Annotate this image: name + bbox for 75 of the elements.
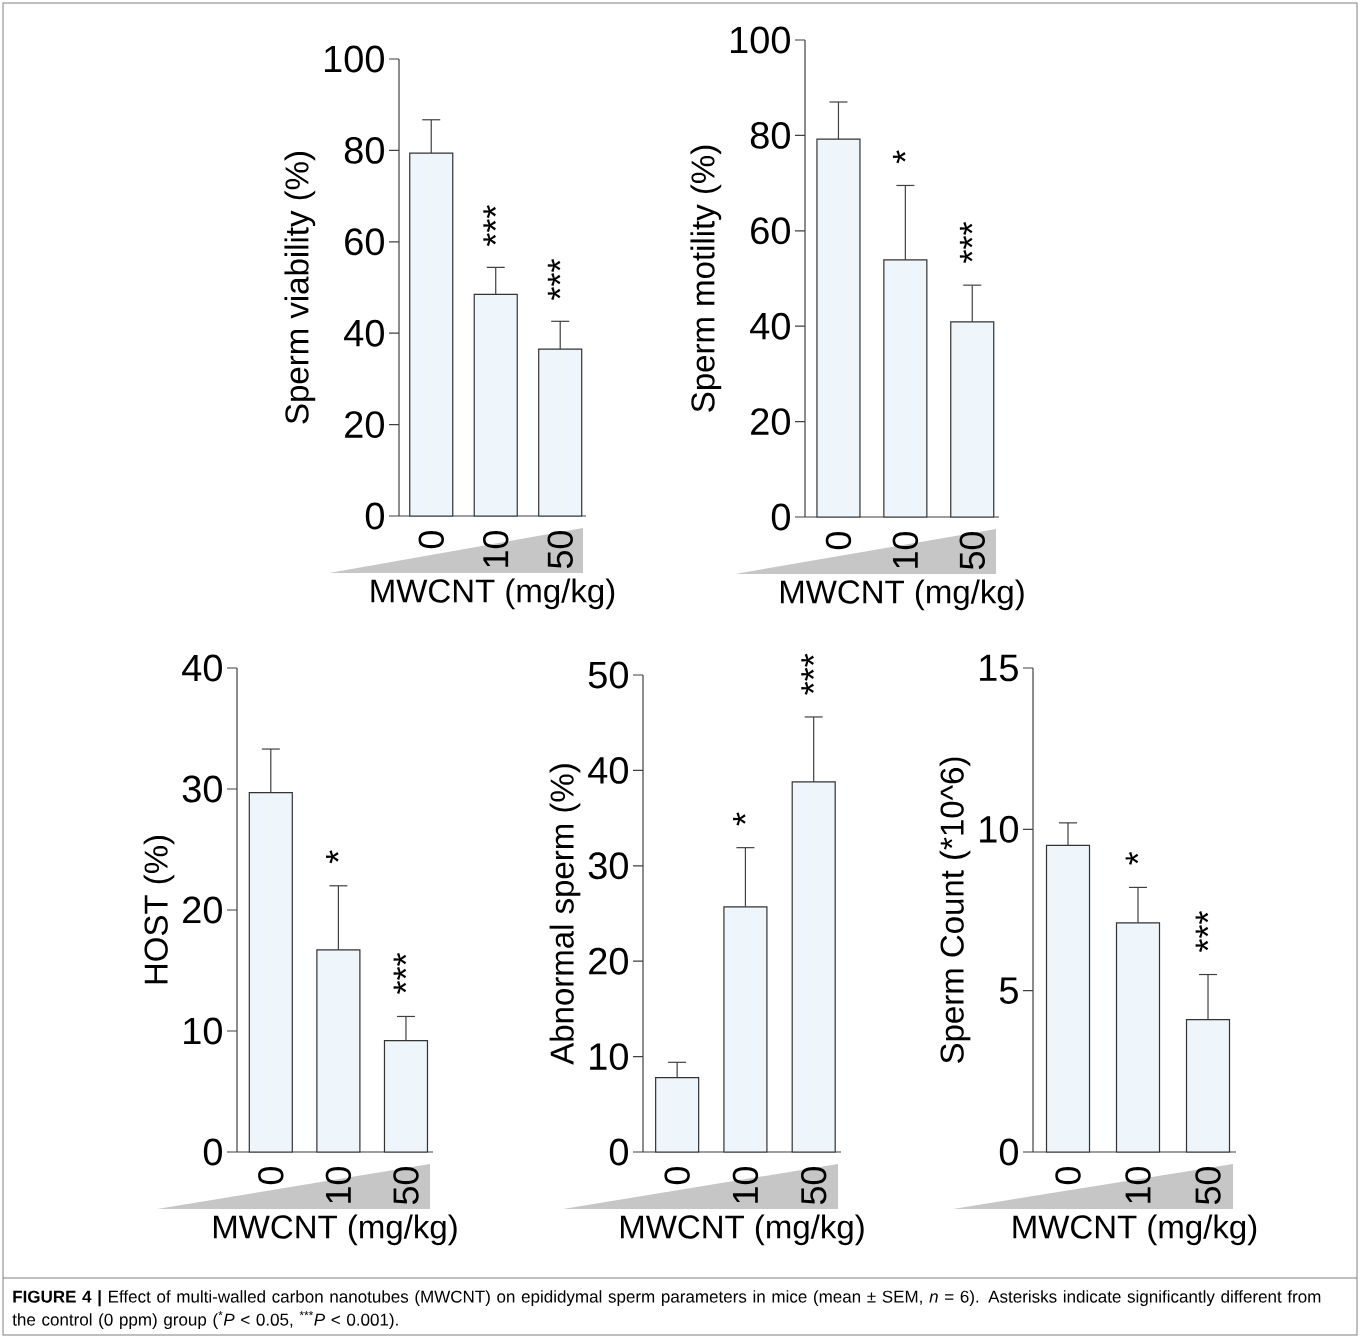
bar (1045, 844, 1091, 1153)
y-tick-label: 40 (182, 654, 222, 682)
y-tick-label: 60 (345, 228, 384, 256)
y-axis-title: HOST (%) (143, 835, 175, 984)
bar (473, 293, 518, 517)
x-tick-label: 10 (483, 530, 509, 567)
x-tick-label: 0 (1055, 1166, 1081, 1185)
x-tick-label: 10 (1125, 1166, 1151, 1203)
annotation: *** (393, 953, 407, 994)
annotation: *** (483, 205, 496, 247)
x-axis-title: MWCNT (mg/kg) (371, 578, 615, 610)
y-tick-label: 30 (588, 852, 628, 880)
bar (1115, 922, 1161, 1153)
y-tick-label: 20 (183, 896, 222, 924)
bar (1185, 1019, 1231, 1153)
y-tick-label: 20 (589, 947, 628, 975)
y-tick-label: 0 (771, 503, 790, 531)
y-axis-title: Sperm motility (%) (690, 145, 722, 412)
y-tick-label: 40 (750, 312, 790, 340)
annotation: * (892, 150, 906, 164)
x-axis-title: MWCNT (mg/kg) (780, 579, 1024, 611)
x-tick-label: 50 (800, 1166, 827, 1205)
bar (883, 259, 928, 518)
y-axis-title: Sperm viability (%) (284, 152, 316, 424)
x-axis-title: MWCNT (mg/kg) (1013, 1214, 1257, 1246)
bar (316, 949, 361, 1153)
bar (538, 348, 583, 517)
y-tick-label: 50 (588, 661, 628, 689)
y-axis-title: Sperm Count (*10^6) (939, 757, 971, 1063)
x-tick-label: 0 (258, 1166, 284, 1185)
y-tick-label: 40 (344, 319, 384, 347)
annotation: *** (547, 259, 561, 300)
annotation: * (326, 850, 339, 864)
bar (950, 321, 995, 518)
bar (248, 792, 293, 1153)
annotation: * (733, 812, 746, 826)
y-tick-label: 10 (980, 815, 1018, 843)
y-tick-label: 10 (590, 1043, 628, 1071)
text: FIGURE 4 | Effect of multi-walled carbon nanotubes (MWCNT) on epididymal sperm parameters in mice (mean ± SEM, n = 6). Asterisks indicate significantly different from the control (0 ppm) group ($^{*}$P < 0.05, $^{***}$P < 0.001). (12, 1290, 1321, 1330)
y-tick-label: 40 (588, 756, 628, 784)
annotation: *** (959, 222, 973, 263)
y-tick-label: 0 (609, 1138, 628, 1166)
y-tick-label: 30 (182, 775, 222, 803)
x-tick-label: 0 (664, 1166, 690, 1185)
annotation: * (1125, 851, 1139, 865)
x-axis-title: MWCNT (mg/kg) (620, 1214, 864, 1246)
y-tick-label: 100 (730, 26, 790, 54)
y-tick-label: 100 (324, 45, 384, 73)
y-tick-label: 5 (999, 977, 1018, 1004)
annotation: *** (1195, 911, 1209, 952)
x-tick-label: 50 (1195, 1166, 1221, 1205)
y-tick-label: 20 (751, 408, 790, 436)
bar (409, 152, 454, 517)
y-tick-label: 60 (751, 217, 790, 245)
x-axis-title: MWCNT (mg/kg) (213, 1214, 457, 1246)
bar (723, 906, 768, 1153)
y-tick-label: 15 (980, 654, 1018, 682)
x-tick-label: 0 (825, 531, 852, 550)
y-tick-label: 10 (184, 1017, 222, 1045)
y-tick-label: 80 (344, 136, 384, 164)
y-tick-label: 0 (999, 1138, 1018, 1166)
x-tick-label: 50 (393, 1166, 419, 1205)
x-tick-label: 10 (892, 531, 919, 568)
x-tick-label: 50 (547, 530, 573, 569)
bar (655, 1076, 700, 1153)
y-tick-label: 0 (203, 1138, 222, 1166)
x-tick-label: 0 (418, 530, 444, 549)
bar (383, 1040, 429, 1153)
bar (816, 138, 861, 518)
y-tick-label: 0 (365, 502, 384, 530)
y-tick-label: 80 (750, 121, 790, 149)
annotation: *** (801, 653, 814, 695)
bar (791, 781, 836, 1153)
y-tick-label: 20 (345, 411, 384, 439)
y-axis-title: Abnormal sperm (%) (549, 764, 581, 1065)
